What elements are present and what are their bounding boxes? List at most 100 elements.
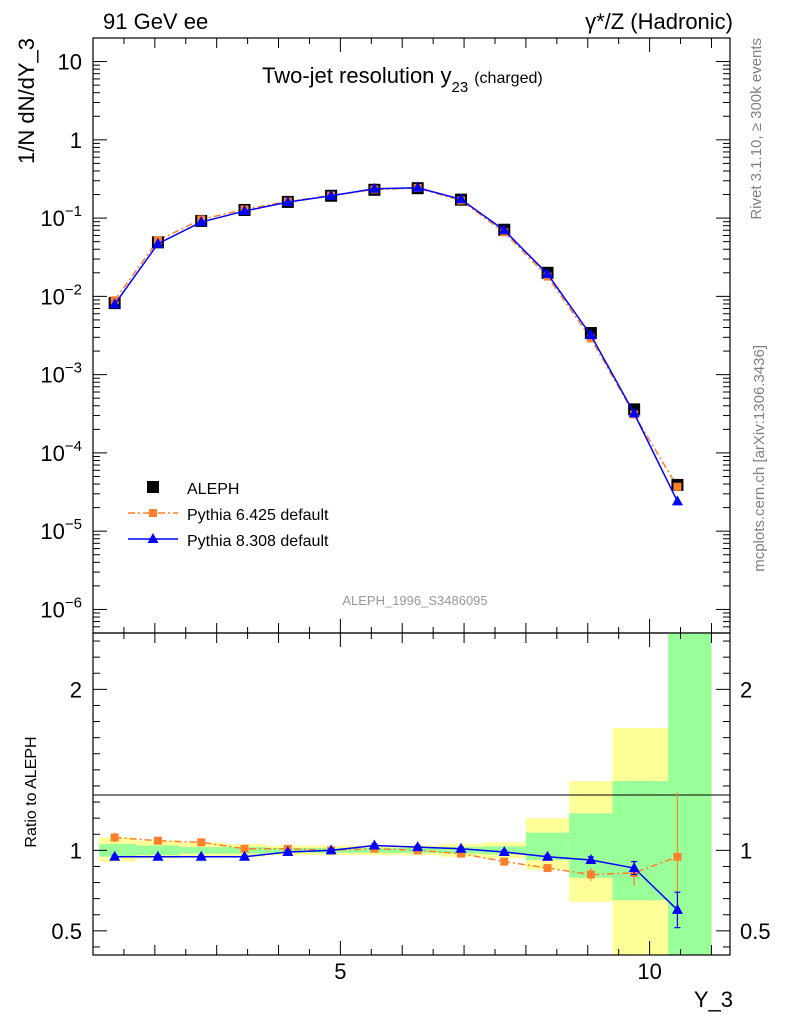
ratio-pythia6-point xyxy=(240,844,249,853)
pythia8-point xyxy=(585,329,597,340)
pythia8-point xyxy=(671,495,683,506)
tick-base: 10 xyxy=(40,284,64,309)
ratio-pythia6-point xyxy=(586,870,595,879)
ratio-pythia8-point xyxy=(109,850,121,861)
pythia8-point xyxy=(239,205,251,216)
ratio-y-tick-label-left: 1 xyxy=(70,838,82,863)
pythia8-point xyxy=(368,182,380,193)
main-y-tick-label: 10 xyxy=(58,50,82,75)
ratio-pythia8-point xyxy=(628,862,640,873)
pythia8-point xyxy=(325,189,337,200)
ratio-y-tick-label-right: 1 xyxy=(740,838,752,863)
tick-exponent: −1 xyxy=(65,203,82,220)
ratio-pythia8-point xyxy=(325,844,337,855)
ratio-pythia8-point xyxy=(195,850,207,861)
legend-aleph-label: ALEPH xyxy=(187,481,239,498)
ratio-band-green xyxy=(569,813,613,878)
legend-pythia8-label: Pythia 8.308 default xyxy=(187,533,329,550)
ratio-pythia8-point xyxy=(152,850,164,861)
pythia8-point xyxy=(498,224,510,235)
pythia8-line xyxy=(114,187,679,502)
pythia8-point xyxy=(195,216,207,227)
tick-exponent: −3 xyxy=(65,360,82,377)
pythia8-point xyxy=(152,237,164,248)
process-label: γ*/Z (Hadronic) xyxy=(585,9,733,34)
ratio-y-tick-label-right: 2 xyxy=(740,677,752,702)
analysis-watermark: ALEPH_1996_S3486095 xyxy=(342,593,487,608)
legend: ALEPH Pythia 6.425 default Pythia 8.308 de… xyxy=(128,481,329,550)
pythia8-point xyxy=(542,268,554,279)
x-axis-label: Y_3 xyxy=(694,987,733,1012)
ratio-band-green xyxy=(179,847,223,854)
ratio-axis-ticks xyxy=(92,633,730,955)
ratio-pythia8-point xyxy=(455,842,467,853)
pythia8-point xyxy=(282,196,294,207)
main-y-tick-label: 1 xyxy=(70,128,82,153)
ratio-pythia8-point xyxy=(412,841,424,852)
ratio-pythia6-line xyxy=(114,836,678,876)
pythia8-point xyxy=(455,193,467,204)
ratio-panel: 0.5 0.5 1 1 2 2 5 10 Ratio to ALEPH Y_3 xyxy=(23,632,771,1012)
ratio-y-tick-label-right: 0.5 xyxy=(740,919,771,944)
ratio-series-group xyxy=(109,792,683,929)
chart-title-suffix: (charged) xyxy=(474,70,542,87)
mcplots-reference-label: mcplots.cern.ch [arXiv:1306.3436] xyxy=(751,345,768,572)
tick-exponent: −2 xyxy=(65,281,82,298)
legend-pythia6-label: Pythia 6.425 default xyxy=(187,507,329,524)
tick-base: 10 xyxy=(40,441,64,466)
ratio-y-axis-label: Ratio to ALEPH xyxy=(23,736,40,847)
tick-exponent: −5 xyxy=(65,516,82,533)
main-y-tick-label: 10−1 xyxy=(40,203,82,231)
main-y-axis-label: 1/N dN/dY_3 xyxy=(14,38,39,164)
ratio-y-tick-label-left: 0.5 xyxy=(51,919,82,944)
ratio-pythia6-point xyxy=(197,838,206,847)
tick-base: 10 xyxy=(40,519,64,544)
main-y-tick-label: 10−5 xyxy=(40,516,82,544)
x-tick-label: 10 xyxy=(637,959,661,984)
ratio-frame xyxy=(92,632,731,956)
ratio-pythia8-point xyxy=(498,845,510,856)
ratio-pythia6-point xyxy=(110,833,119,842)
ratio-uncertainty-bands xyxy=(99,633,712,955)
main-axis-ticks xyxy=(92,37,730,634)
pythia8-point xyxy=(412,181,424,192)
tick-exponent: −6 xyxy=(65,594,82,611)
energy-label: 91 GeV ee xyxy=(103,9,208,34)
ratio-pythia6-point xyxy=(543,864,552,873)
ratio-pythia6-point xyxy=(500,857,509,866)
rivet-version-label: Rivet 3.1.10, ≥ 300k events xyxy=(748,38,765,220)
main-y-tick-label: 10−4 xyxy=(40,438,82,466)
chart-title: Two-jet resolution y23 (charged) xyxy=(262,63,543,96)
ratio-pythia6-point xyxy=(153,836,162,845)
legend-aleph-marker xyxy=(147,481,159,493)
chart-title-main: Two-jet resolution y xyxy=(262,63,452,88)
ratio-pythia8-point xyxy=(282,845,294,856)
ratio-band-green xyxy=(99,843,137,857)
main-y-tick-label: 10−6 xyxy=(40,594,82,622)
chart-title-subscript: 23 xyxy=(452,79,469,96)
legend-pythia8-marker xyxy=(147,533,159,543)
main-y-tick-label: 10−3 xyxy=(40,360,82,388)
x-tick-label: 5 xyxy=(334,959,346,984)
ratio-pythia8-point xyxy=(671,903,683,914)
ratio-pythia8-point xyxy=(239,850,251,861)
tick-base: 10 xyxy=(40,597,64,622)
ratio-band-green xyxy=(668,633,712,955)
ratio-pythia6-point xyxy=(456,849,465,858)
ratio-tick-labels: 0.5 0.5 1 1 2 2 5 10 xyxy=(51,677,770,984)
pythia8-point xyxy=(109,298,121,309)
ratio-pythia8-point xyxy=(585,854,597,865)
ratio-pythia8-line xyxy=(114,844,678,911)
tick-base: 10 xyxy=(40,206,64,231)
ratio-pythia8-point xyxy=(542,850,554,861)
pythia8-point xyxy=(628,407,640,418)
ratio-band-green xyxy=(136,845,180,856)
ratio-y-tick-label-left: 2 xyxy=(70,677,82,702)
ratio-pythia8-point xyxy=(368,839,380,850)
tick-exponent: −4 xyxy=(65,438,82,455)
ratio-pythia6-point xyxy=(673,852,682,861)
legend-pythia6-marker xyxy=(149,509,157,517)
